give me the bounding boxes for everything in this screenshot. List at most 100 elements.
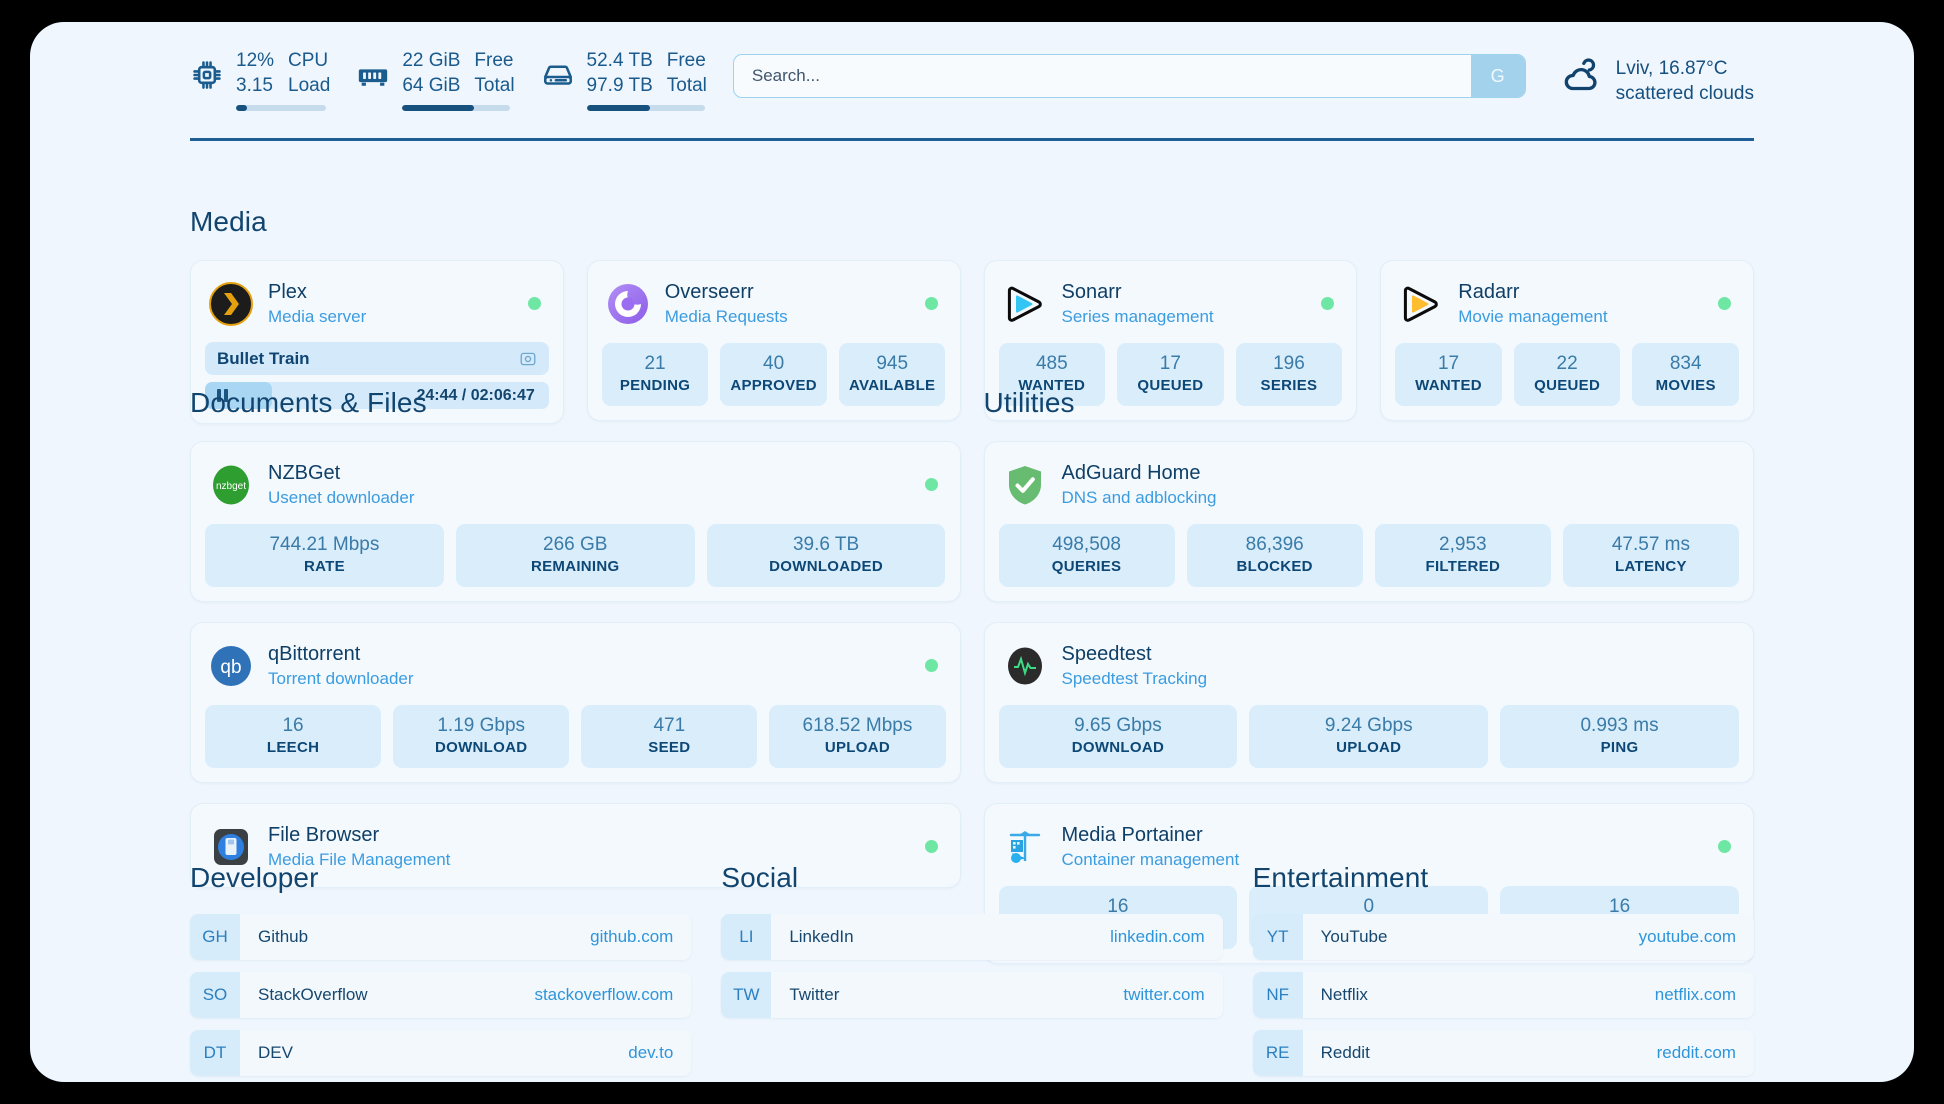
bookmark-url: stackoverflow.com — [534, 985, 674, 1004]
now-playing-title: Bullet Train — [217, 348, 310, 368]
weather-location-temp: Lviv, 16.87°C — [1615, 58, 1728, 79]
now-playing-title-bar: Bullet Train — [205, 342, 549, 375]
service-card-file-browser[interactable]: File Browser Media File Management — [190, 803, 961, 888]
bookmark-item[interactable]: SO StackOverflow stackoverflow.com — [190, 972, 692, 1018]
bookmark-item[interactable]: LI LinkedIn linkedin.com — [721, 914, 1223, 960]
bookmark-url: reddit.com — [1656, 1043, 1736, 1062]
bookmark-item[interactable]: TW Twitter twitter.com — [721, 972, 1223, 1018]
service-subtitle: Media Requests — [664, 307, 788, 326]
weather-condition: scattered clouds — [1615, 83, 1754, 104]
dashboard-page: 12% 3.15 CPU Load — [30, 22, 1914, 1082]
bookmark-abbr: LI — [721, 914, 772, 960]
service-name: Sonarr — [1061, 281, 1122, 303]
cpu-usage-bar — [236, 105, 326, 111]
stat-row: 744.21 Mbps RATE 266 GB REMAINING 39.6 T… — [205, 524, 946, 587]
service-name: Plex — [268, 281, 307, 303]
section-media: Media Plex Media server — [190, 206, 1754, 424]
bookmark-group-title: Developer — [190, 862, 319, 893]
plex-icon — [209, 281, 253, 326]
cpu-load-value: 3.15 — [236, 75, 273, 96]
stat-value: 945 — [876, 353, 909, 374]
bookmark-item[interactable]: NF Netflix netflix.com — [1252, 972, 1754, 1018]
stat-value: 196 — [1273, 353, 1305, 374]
bookmark-item[interactable]: GH Github github.com — [190, 914, 692, 960]
service-card-plex[interactable]: Plex Media server Bullet Train — [190, 260, 564, 424]
status-indicator — [924, 297, 938, 310]
stat-label: WANTED — [1415, 377, 1482, 394]
bookmark-name: DEV — [258, 1043, 293, 1062]
overseerr-icon — [606, 282, 650, 326]
stat-item: 9.65 Gbps DOWNLOAD — [998, 705, 1238, 768]
bookmark-item[interactable]: RE Reddit reddit.com — [1252, 1030, 1754, 1076]
service-name: Speedtest — [1061, 643, 1152, 665]
stat-value: 485 — [1035, 353, 1068, 374]
stat-item: 2,953 FILTERED — [1374, 524, 1551, 587]
service-name: Radarr — [1458, 281, 1520, 303]
stat-item: 16 LEECH — [205, 705, 382, 768]
bookmark-item[interactable]: YT YouTube youtube.com — [1252, 914, 1754, 960]
now-playing-progress-bar[interactable]: 24:44 / 02:06:47 — [205, 382, 549, 409]
header: 12% 3.15 CPU Load — [30, 22, 1914, 142]
stat-value: 0 — [1363, 896, 1375, 917]
status-indicator — [1321, 297, 1335, 310]
service-card-qbittorrent[interactable]: qb qBittorrent Torrent downloader 16 LEE… — [190, 622, 961, 783]
stat-label: SERIES — [1260, 377, 1318, 394]
service-subtitle: Usenet downloader — [268, 488, 415, 507]
service-card-radarr[interactable]: Radarr Movie management 17 WANTED 22 QUE… — [1380, 260, 1754, 424]
stat-value: 47.57 ms — [1611, 534, 1691, 555]
stat-value: 471 — [653, 715, 686, 736]
bookmark-url: twitter.com — [1123, 985, 1205, 1004]
weather-widget[interactable]: Lviv, 16.87°C scattered clouds — [1562, 56, 1754, 106]
stat-label: PING — [1600, 739, 1639, 756]
cpu-icon — [190, 58, 224, 92]
search-submit-button[interactable]: G — [1470, 55, 1525, 97]
service-card-sonarr[interactable]: Sonarr Series management 485 WANTED 17 Q… — [983, 260, 1358, 424]
service-card-nzbget[interactable]: nzbget NZBGet Usenet downloader 744.21 M… — [190, 441, 961, 602]
stat-label: DOWNLOAD — [1071, 739, 1165, 756]
stat-item: 17 QUEUED — [1117, 343, 1224, 406]
section-title-media: Media — [190, 206, 267, 237]
section-documents-files: Documents & Files nzbget NZBGet Usenet d… — [190, 387, 961, 964]
cloud-icon — [1562, 56, 1602, 96]
stat-item: 22 QUEUED — [1513, 343, 1621, 406]
service-subtitle: Series management — [1061, 307, 1214, 326]
service-card-speedtest[interactable]: Speedtest Speedtest Tracking 9.65 Gbps D… — [983, 622, 1754, 783]
bookmark-abbr: YT — [1252, 914, 1303, 960]
stat-row: 16 LEECH 1.19 Gbps DOWNLOAD 471 SEED 6 — [205, 705, 946, 768]
search-input[interactable] — [733, 55, 1471, 97]
stat-value: 16 — [282, 715, 304, 736]
stat-item: 1.19 Gbps DOWNLOAD — [393, 705, 570, 768]
stat-label: SEED — [648, 739, 691, 756]
bookmark-item[interactable]: DT DEV dev.to — [190, 1030, 692, 1076]
stat-row: 21 PENDING 40 APPROVED 945 AVAILABLE — [601, 343, 946, 406]
stat-label: AVAILABLE — [849, 377, 936, 394]
stat-label: APPROVED — [730, 377, 817, 394]
stat-value: 40 — [763, 353, 785, 374]
section-title-documents: Documents & Files — [190, 387, 427, 418]
memory-usage-bar — [402, 105, 511, 111]
stat-item: 0.993 ms PING — [1500, 705, 1739, 768]
stat-value: 17 — [1159, 353, 1181, 374]
now-playing-time: 24:44 / 02:06:47 — [416, 386, 535, 404]
bookmark-url: github.com — [590, 927, 674, 946]
status-indicator — [1718, 840, 1731, 853]
adguard-icon — [1003, 463, 1047, 507]
disk-icon — [541, 58, 575, 92]
bookmark-abbr: SO — [190, 972, 240, 1018]
stat-item: 86,396 BLOCKED — [1186, 524, 1363, 587]
status-indicator — [924, 478, 938, 491]
bookmark-abbr: RE — [1252, 1030, 1303, 1076]
service-name: File Browser — [268, 824, 380, 846]
service-card-overseerr[interactable]: Overseerr Media Requests 21 PENDING 40 A… — [586, 260, 961, 424]
service-card-adguard-home[interactable]: AdGuard Home DNS and adblocking 498,508 … — [983, 441, 1754, 602]
cast-icon[interactable] — [519, 350, 537, 368]
stat-value: 618.52 Mbps — [802, 715, 913, 736]
stat-label: DOWNLOAD — [434, 739, 528, 756]
stat-value: 16 — [1107, 896, 1129, 917]
pause-icon[interactable] — [217, 389, 228, 402]
stat-item: 945 AVAILABLE — [838, 343, 946, 406]
stat-item: 471 SEED — [581, 705, 758, 768]
disk-total-value: 97.9 TB — [586, 75, 653, 96]
stat-item: 9.24 Gbps UPLOAD — [1249, 705, 1489, 768]
stat-row: 9.65 Gbps DOWNLOAD 9.24 Gbps UPLOAD 0.99… — [998, 705, 1740, 768]
